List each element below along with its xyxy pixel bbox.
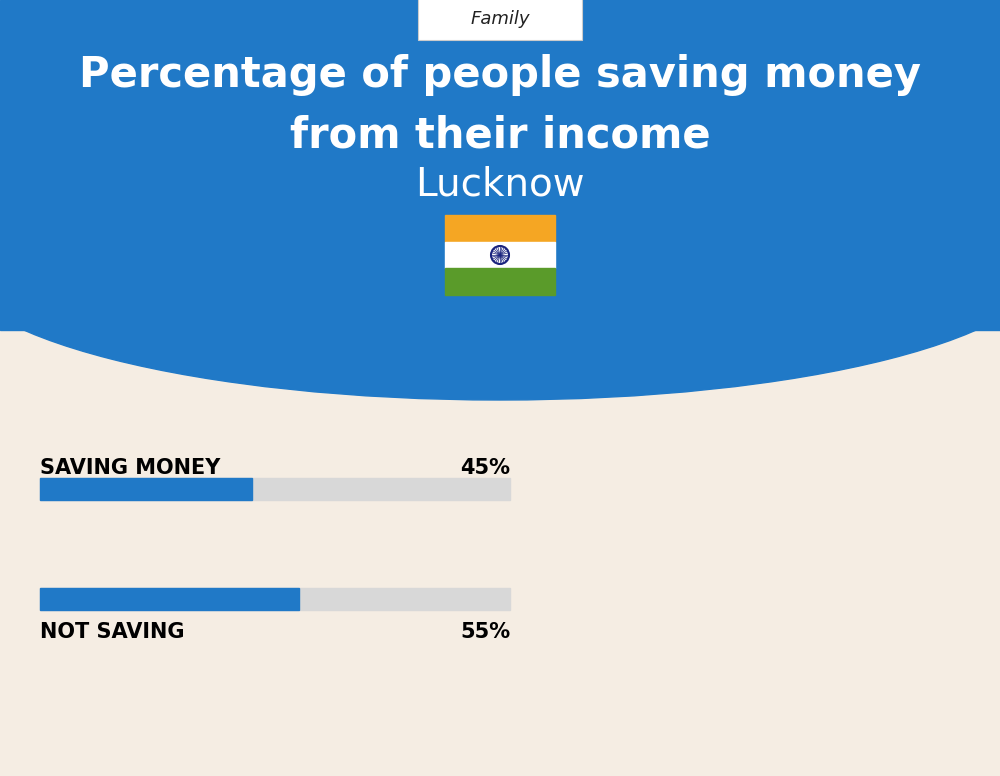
Ellipse shape	[0, 120, 1000, 400]
Bar	[40, 588, 510, 610]
Bar	[445, 241, 555, 268]
Bar	[40, 588, 298, 610]
Bar	[40, 478, 252, 500]
Text: 55%: 55%	[460, 622, 510, 642]
Bar	[40, 478, 510, 500]
Text: from their income: from their income	[290, 114, 710, 156]
Text: 45%: 45%	[460, 458, 510, 478]
Text: Percentage of people saving money: Percentage of people saving money	[79, 54, 921, 96]
Bar	[0, 0, 1000, 330]
Text: Lucknow: Lucknow	[415, 166, 585, 204]
Text: Family: Family	[470, 10, 530, 28]
FancyBboxPatch shape	[418, 0, 582, 40]
Text: SAVING MONEY: SAVING MONEY	[40, 458, 220, 478]
Bar	[445, 268, 555, 295]
Bar	[445, 215, 555, 241]
Text: NOT SAVING: NOT SAVING	[40, 622, 184, 642]
